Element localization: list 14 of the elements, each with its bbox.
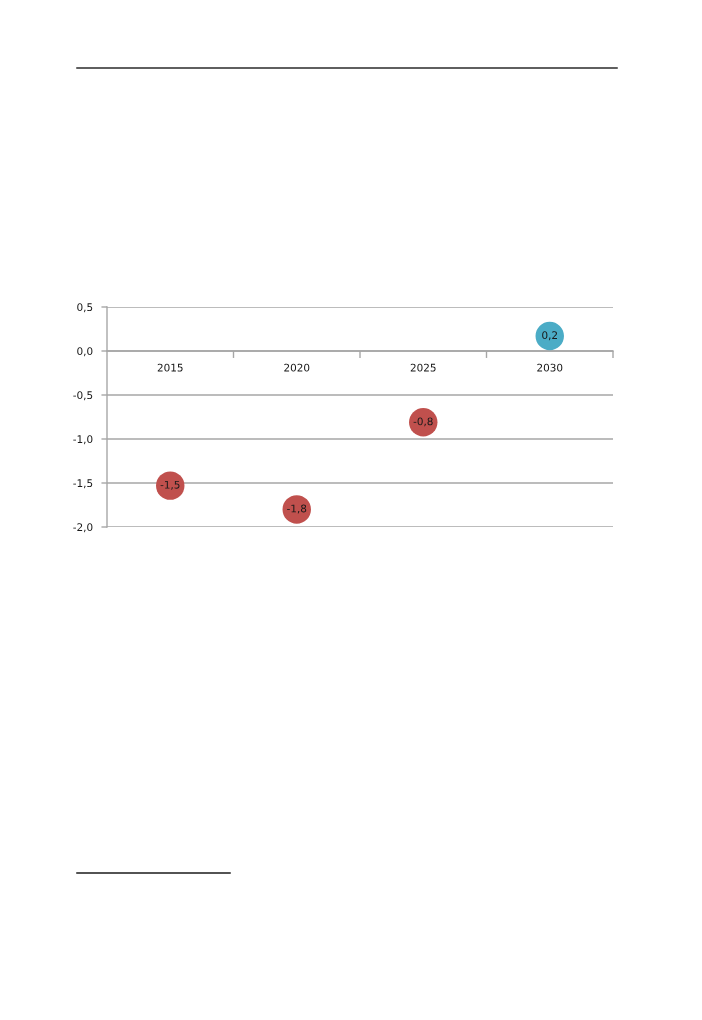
y-tick-label: -0,5 xyxy=(73,391,93,401)
x-tick-label: 2030 xyxy=(537,363,563,372)
y-tick-label: -2,0 xyxy=(73,523,93,533)
x-tick-label: 2015 xyxy=(157,363,183,372)
data-label: -0,8 xyxy=(413,417,433,427)
y-tick-label: 0,5 xyxy=(77,303,93,313)
data-label: -1,8 xyxy=(287,504,307,514)
y-tick-label: 0,0 xyxy=(77,347,93,357)
x-tick-label: 2020 xyxy=(284,363,310,372)
x-tick-label: 2025 xyxy=(410,363,436,372)
data-label: 0,2 xyxy=(542,331,557,341)
data-label: -1,5 xyxy=(160,480,180,490)
y-tick-label: -1,5 xyxy=(73,479,93,489)
y-tick-label: -1,0 xyxy=(73,435,93,445)
